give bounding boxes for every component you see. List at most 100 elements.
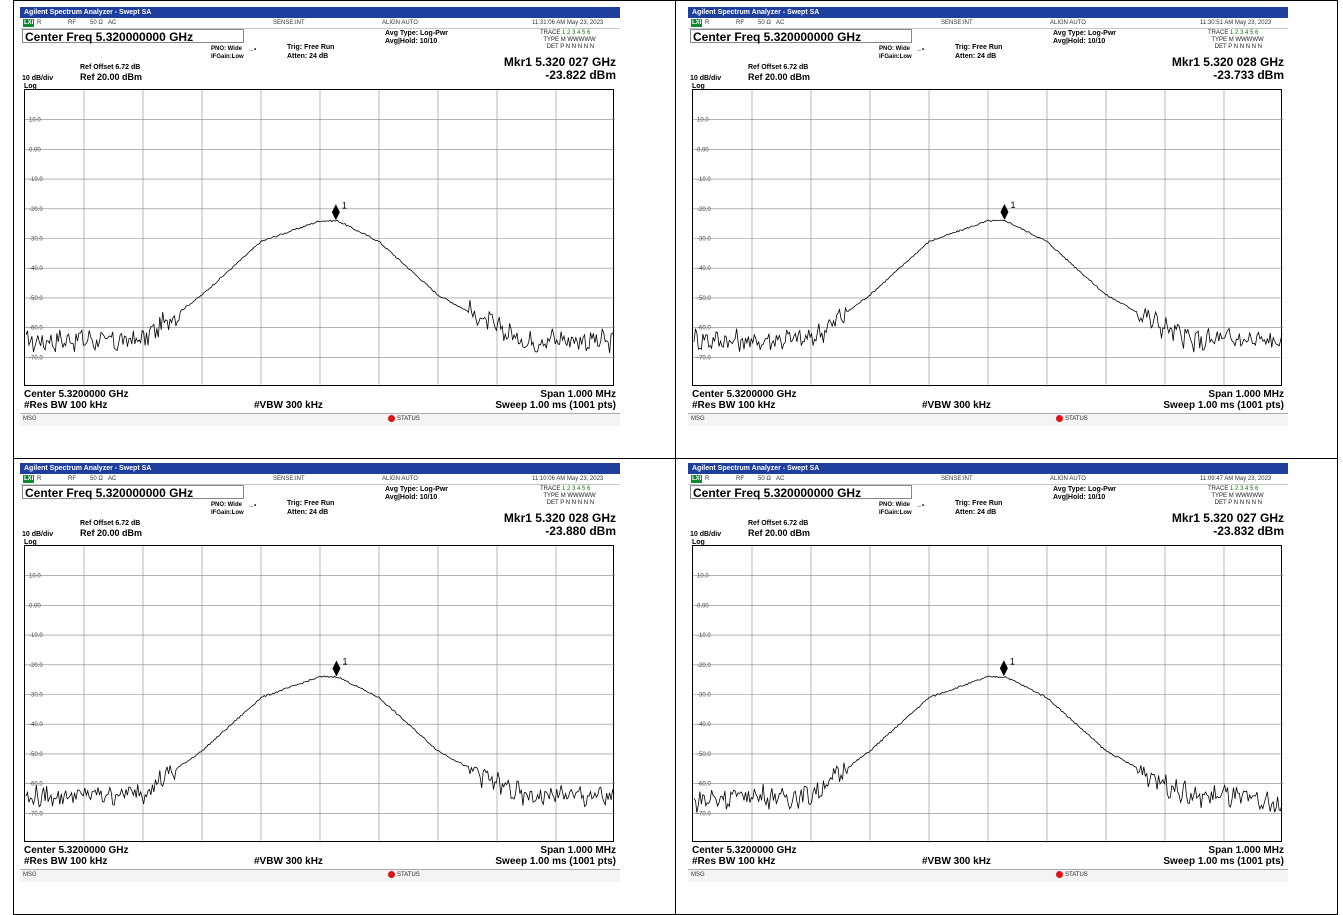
- marker-label: 1: [1010, 200, 1015, 210]
- trig-label: Trig: Free Run: [287, 500, 335, 507]
- trace-type-det: TRACE 1 2 3 4 5 6 TYPE M WWWWW DET P N N…: [1208, 30, 1264, 50]
- scale-label: 10 dB/div: [22, 75, 54, 82]
- timestamp: 11:10:06 AM May 23, 2023: [532, 476, 604, 482]
- atten-label: Atten: 24 dB: [955, 509, 997, 516]
- spectrum-svg: 10.0 0.00 -10.0 -20.0 -30.0 -40.0 -50.0 -60.0 -7…: [693, 546, 1283, 843]
- trace-line: [693, 675, 1283, 813]
- impedance-label: 50 Ω: [758, 20, 771, 26]
- atten-label: Atten: 24 dB: [287, 509, 329, 516]
- ref-offset: Ref Offset 6.72 dB: [80, 520, 141, 527]
- status-row: LXI R RF 50 Ω AC SENSE:INT ALIGN AUTO 11…: [20, 18, 620, 29]
- window-title: Agilent Spectrum Analyzer - Swept SA: [688, 463, 1288, 474]
- center-label: Center 5.3200000 GHz: [692, 845, 797, 856]
- log-label: Log: [24, 83, 37, 90]
- lxi-badge: LXI: [23, 19, 35, 27]
- center-freq-box[interactable]: Center Freq 5.320000000 GHz: [690, 29, 912, 44]
- message-bar: MSG STATUS: [688, 413, 1288, 426]
- y-tick-label: -70.0: [697, 811, 711, 817]
- impedance-label: 50 Ω: [90, 20, 103, 26]
- pno-label: PNO: Wide: [211, 502, 242, 508]
- y-tick-label: -60.0: [29, 326, 43, 332]
- table-border-center: [675, 0, 676, 915]
- timestamp: 11:31:06 AM May 23, 2023: [532, 20, 604, 26]
- ref-level: Ref 20.00 dBm: [748, 528, 811, 538]
- y-tick-label: -50.0: [29, 752, 43, 758]
- impedance-label: 50 Ω: [758, 476, 771, 482]
- y-tick-label: 10.0: [29, 118, 41, 124]
- window-title: Agilent Spectrum Analyzer - Swept SA: [20, 463, 620, 474]
- y-tick-label: -30.0: [29, 693, 43, 699]
- center-label: Center 5.3200000 GHz: [692, 389, 797, 400]
- y-tick-label: -40.0: [697, 266, 711, 272]
- marker-level: -23.832 dBm: [1213, 524, 1284, 538]
- status-row: LXI R RF 50 Ω AC SENSE:INT ALIGN AUTO 11…: [688, 474, 1288, 485]
- ifgain-label: IFGain:Low: [211, 510, 244, 516]
- status-row: LXI R RF 50 Ω AC SENSE:INT ALIGN AUTO 11…: [688, 18, 1288, 29]
- rf-label: RF: [68, 476, 76, 482]
- status-row: LXI R RF 50 Ω AC SENSE:INT ALIGN AUTO 11…: [20, 474, 620, 485]
- marker-diamond[interactable]: [999, 660, 1008, 677]
- pno-label: PNO: Wide: [211, 46, 242, 52]
- y-tick-label: 0.00: [29, 603, 41, 609]
- sense-label: SENSE:INT: [941, 476, 973, 482]
- trig-label: Trig: Free Run: [955, 500, 1003, 507]
- marker-label: 1: [342, 656, 347, 666]
- marker-diamond[interactable]: [332, 660, 341, 677]
- ref-offset: Ref Offset 6.72 dB: [748, 64, 809, 71]
- y-tick-label: -20.0: [29, 207, 43, 213]
- arrow-icon: →•: [916, 503, 925, 509]
- msg-label: MSG: [23, 416, 37, 422]
- msg-label: MSG: [691, 416, 705, 422]
- center-label: Center 5.3200000 GHz: [24, 845, 129, 856]
- arrow-icon: →•: [248, 47, 257, 53]
- coupling-label: AC: [108, 20, 117, 26]
- timestamp: 11:09:47 AM May 23, 2023: [1200, 476, 1272, 482]
- arrow-icon: →•: [916, 47, 925, 53]
- log-label: Log: [24, 539, 37, 546]
- y-tick-label: 0.00: [697, 603, 709, 609]
- analyzer-screenshot: Agilent Spectrum Analyzer - Swept SA LXI…: [688, 7, 1288, 455]
- y-tick-label: -30.0: [697, 693, 711, 699]
- center-freq-box[interactable]: Center Freq 5.320000000 GHz: [22, 29, 244, 44]
- message-bar: MSG STATUS: [688, 869, 1288, 882]
- marker-diamond[interactable]: [1000, 204, 1009, 221]
- ref-level: Ref 20.00 dBm: [80, 528, 143, 538]
- vbw-label: #VBW 300 kHz: [922, 856, 991, 867]
- scale-label: 10 dB/div: [690, 75, 722, 82]
- vbw-label: #VBW 300 kHz: [254, 400, 323, 411]
- timestamp: 11:30:51 AM May 23, 2023: [1200, 20, 1272, 26]
- avg-type-label: Avg Type: Log-Pwr: [385, 30, 448, 37]
- marker-diamond[interactable]: [331, 204, 340, 221]
- y-tick-label: -70.0: [29, 355, 43, 361]
- scale-label: 10 dB/div: [22, 531, 54, 538]
- ref-level: Ref 20.00 dBm: [748, 72, 811, 82]
- log-label: Log: [692, 539, 705, 546]
- center-freq-box[interactable]: Center Freq 5.320000000 GHz: [690, 485, 912, 500]
- y-tick-label: -70.0: [697, 355, 711, 361]
- status-button[interactable]: STATUS: [388, 870, 420, 880]
- status-button[interactable]: STATUS: [1056, 414, 1088, 424]
- ifgain-label: IFGain:Low: [211, 54, 244, 60]
- y-tick-label: -50.0: [29, 296, 43, 302]
- y-tick-label: 0.00: [697, 147, 709, 153]
- vbw-label: #VBW 300 kHz: [254, 856, 323, 867]
- y-tick-label: -60.0: [29, 782, 43, 788]
- rbw-label: #Res BW 100 kHz: [24, 400, 108, 411]
- center-freq-box[interactable]: Center Freq 5.320000000 GHz: [22, 485, 244, 500]
- span-label: Span 1.000 MHz: [540, 389, 616, 400]
- marker-freq: Mkr1 5.320 027 GHz: [1171, 511, 1284, 525]
- y-tick-label: -10.0: [697, 633, 711, 639]
- ref-offset: Ref Offset 6.72 dB: [80, 64, 141, 71]
- status-button[interactable]: STATUS: [388, 414, 420, 424]
- span-label: Span 1.000 MHz: [1208, 389, 1284, 400]
- avg-type-label: Avg Type: Log-Pwr: [1053, 486, 1116, 493]
- status-button[interactable]: STATUS: [1056, 870, 1088, 880]
- align-label: ALIGN AUTO: [1050, 476, 1086, 482]
- spectrum-plot: 10.0 0.00 -10.0 -20.0 -30.0 -40.0 -50.0 -60.0 -7…: [24, 89, 615, 387]
- r-label: R: [705, 476, 710, 482]
- align-label: ALIGN AUTO: [1050, 20, 1086, 26]
- marker-label: 1: [1010, 656, 1015, 666]
- impedance-label: 50 Ω: [90, 476, 103, 482]
- avg-hold-label: Avg|Hold: 10/10: [385, 38, 438, 45]
- span-label: Span 1.000 MHz: [1208, 845, 1284, 856]
